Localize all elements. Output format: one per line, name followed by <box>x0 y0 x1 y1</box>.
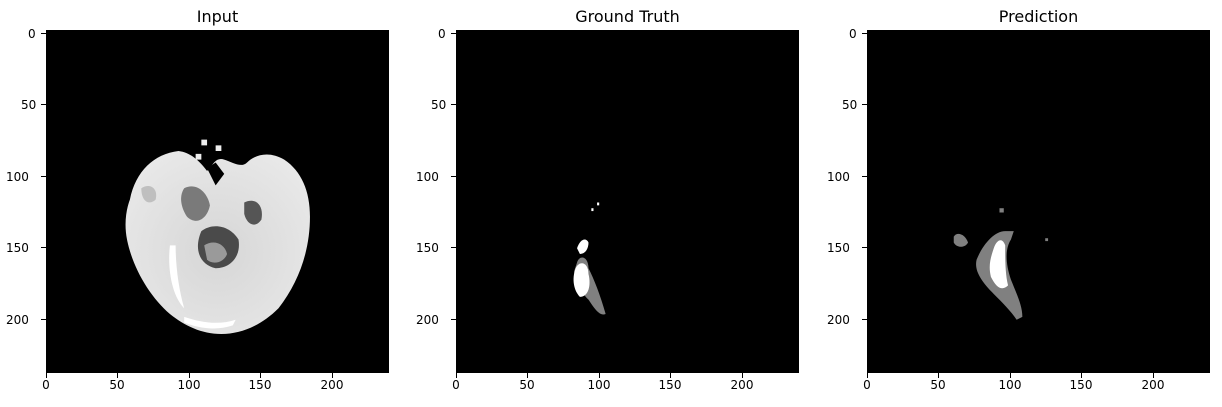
panel-title: Prediction <box>998 7 1079 26</box>
y-tick-label: 200 <box>827 313 850 327</box>
x-tick-label: 200 <box>1141 378 1165 392</box>
y-tick-label: 50 <box>842 98 858 112</box>
x-tick-label: 0 <box>452 378 460 392</box>
y-tick-label: 0 <box>849 27 857 41</box>
y-tick-label: 150 <box>416 241 439 255</box>
panel-title: Input <box>196 7 239 26</box>
y-tick-label: 200 <box>416 313 439 327</box>
y-tick-label: 100 <box>827 170 850 184</box>
image-prediction <box>867 30 1210 373</box>
prediction-mask <box>953 208 1049 320</box>
x-tick-label: 0 <box>863 378 871 392</box>
y-tick-label: 200 <box>6 313 29 327</box>
x-tick-label: 0 <box>42 378 50 392</box>
y-tick-label: 0 <box>28 27 36 41</box>
y-tick-label: 0 <box>438 27 446 41</box>
y-tick-label: 100 <box>416 170 439 184</box>
x-tick-label: 150 <box>658 378 682 392</box>
x-tick-label: 100 <box>998 378 1022 392</box>
y-tick-label: 50 <box>431 98 447 112</box>
y-tick-label: 150 <box>827 241 850 255</box>
panel-prediction: Prediction 0 50 100 150 200 0 50 100 150… <box>821 0 1221 407</box>
brain-mri-slice <box>125 139 310 334</box>
y-tick-label: 50 <box>21 98 37 112</box>
y-tick-label: 150 <box>6 241 29 255</box>
x-tick-label: 50 <box>930 378 946 392</box>
image-input <box>46 30 389 373</box>
panel-input: Input 0 50 100 150 200 0 50 100 150 200 <box>0 0 400 407</box>
panel-title: Ground Truth <box>575 7 680 26</box>
panel-ground-truth: Ground Truth 0 50 100 150 200 0 50 100 1… <box>410 0 810 407</box>
x-tick-label: 150 <box>1069 378 1093 392</box>
x-tick-label: 100 <box>587 378 611 392</box>
x-tick-label: 50 <box>109 378 125 392</box>
x-tick-label: 200 <box>320 378 344 392</box>
x-tick-label: 200 <box>730 378 754 392</box>
x-tick-label: 100 <box>177 378 201 392</box>
image-ground-truth <box>456 30 799 373</box>
x-tick-label: 50 <box>519 378 535 392</box>
segmentation-mask <box>573 202 606 315</box>
x-tick-label: 150 <box>248 378 272 392</box>
y-tick-label: 100 <box>6 170 29 184</box>
